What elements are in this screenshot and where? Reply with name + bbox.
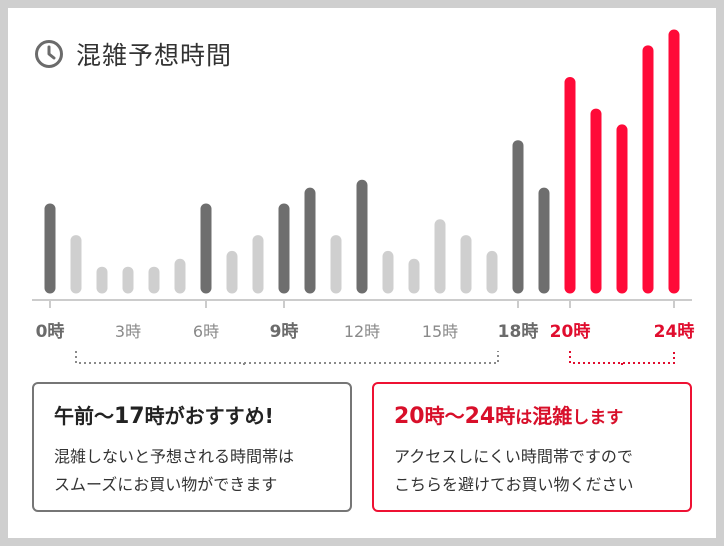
recommend-heading: 午前〜17時がおすすめ!: [54, 400, 340, 429]
crowded-heading-mid2: 時: [495, 404, 516, 428]
crowded-heading-num2: 24: [464, 404, 496, 429]
tick-label-18: 18時: [498, 321, 539, 342]
recommend-text-line-1: 混雑しないと予想される時間帯は: [54, 447, 295, 466]
tick-label-12: 12時: [344, 322, 380, 341]
recommend-heading-num: 17: [114, 404, 145, 429]
tick-label-15: 15時: [422, 322, 458, 341]
recommend-text-line-2: スムーズにお買い物ができます: [54, 475, 278, 494]
crowded-text-line-1: アクセスしにくい時間帯ですので: [394, 447, 633, 466]
recommend-range-bracket: [75, 351, 499, 364]
recommend-heading-prefix: 午前〜: [54, 404, 114, 428]
crowd-bar-chart: 0時 3時 6時 9時 12時 15時 18時 20時 24時: [32, 29, 695, 368]
crowded-box: 20時〜24時は混雑します アクセスしにくい時間帯ですので こちらを避けてお買い…: [372, 382, 692, 512]
page-title: 混雑予想時間: [76, 41, 233, 70]
crowd-forecast-card: 混雑予想時間 0時 3時 6時 9時 12時 15時 18時 20時 24時 午前〜17時がおす…: [8, 8, 716, 538]
tick-label-20: 20時: [550, 321, 591, 342]
crowded-heading: 20時〜24時は混雑します: [394, 400, 680, 429]
tick-label-24: 24時: [654, 321, 695, 342]
title-row: 混雑予想時間: [34, 36, 232, 72]
tick-label-3: 3時: [115, 322, 141, 341]
tick-label-0: 0時: [36, 321, 65, 342]
clock-icon: [35, 40, 63, 68]
crowded-heading-mid1: 時〜: [424, 404, 465, 428]
tick-label-6: 6時: [193, 322, 219, 341]
crowded-range-bracket: [569, 351, 675, 364]
crowded-heading-num1: 20: [394, 404, 425, 429]
crowded-heading-end: します: [572, 408, 624, 428]
crowded-heading-word: 混雑: [532, 404, 573, 428]
recommend-heading-suffix: 時がおすすめ!: [144, 404, 274, 428]
crowded-heading-particle: は: [515, 408, 533, 428]
tick-label-9: 9時: [270, 321, 299, 342]
recommend-box: 午前〜17時がおすすめ! 混雑しないと予想される時間帯は スムーズにお買い物がで…: [32, 382, 352, 512]
crowded-text-line-2: こちらを避けてお買い物ください: [394, 475, 634, 494]
